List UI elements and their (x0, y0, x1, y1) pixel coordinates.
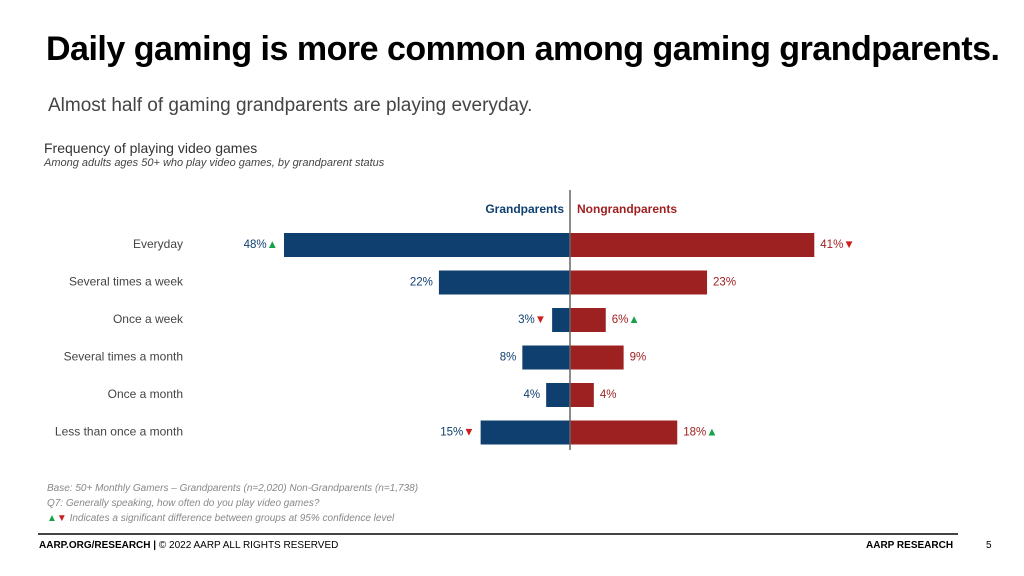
bar-nongrandparents (570, 383, 594, 407)
data-label-grandparents-value: 48% (244, 239, 267, 251)
data-label-grandparents-value: 8% (500, 352, 517, 364)
bar-nongrandparents (570, 345, 624, 370)
category-label: Once a month (108, 387, 183, 401)
bar-nongrandparents (570, 420, 678, 445)
data-label-grandparents-value: 3% (518, 314, 535, 326)
up-arrow-icon: ▲ (47, 513, 57, 524)
data-label-grandparents-value: 22% (410, 277, 433, 289)
category-label: Several times a month (64, 350, 183, 364)
bar-grandparents (522, 345, 570, 370)
legend-grandparents: Grandparents (485, 202, 564, 216)
chart-subtitle: Among adults ages 50+ who play video gam… (44, 157, 385, 169)
legend-nongrandparents: Nongrandparents (577, 202, 677, 216)
data-label-grandparents-value: 15% (440, 427, 463, 439)
category-label: Several times a week (69, 275, 184, 289)
down-arrow-icon: ▼ (843, 239, 854, 251)
footer-link[interactable]: AARP.ORG/RESEARCH | (39, 540, 157, 551)
footer-copyright-text: © 2022 AARP ALL RIGHTS RESERVED (156, 540, 339, 551)
bar-grandparents (284, 233, 570, 257)
footer-copyright: AARP.ORG/RESEARCH | © 2022 AARP ALL RIGH… (39, 540, 338, 551)
category-label: Less than once a month (55, 425, 183, 439)
data-label-nongrandparents-value: 23% (713, 277, 736, 289)
page-title: Daily gaming is more common among gaming… (46, 30, 1000, 68)
data-label-nongrandparents-value: 18% (683, 427, 706, 439)
data-label-grandparents: 15%▼ (440, 427, 474, 439)
bar-grandparents (480, 420, 570, 445)
bar-nongrandparents (570, 270, 708, 295)
bar-grandparents (552, 308, 570, 332)
data-label-nongrandparents: 23% (713, 277, 736, 289)
footer-brand: AARP RESEARCH (866, 540, 954, 551)
data-label-nongrandparents: 4% (600, 389, 617, 401)
page-subtitle: Almost half of gaming grandparents are p… (48, 95, 533, 116)
chart-title: Frequency of playing video games (44, 140, 258, 156)
down-arrow-icon: ▼ (535, 314, 546, 326)
data-label-grandparents-value: 4% (524, 389, 541, 401)
bar-nongrandparents (570, 308, 606, 332)
data-label-nongrandparents: 6%▲ (612, 314, 640, 326)
data-label-nongrandparents-value: 6% (612, 314, 629, 326)
data-label-grandparents: 3%▼ (518, 314, 546, 326)
data-label-grandparents: 4% (524, 389, 541, 401)
data-label-nongrandparents-value: 4% (600, 389, 617, 401)
down-arrow-icon: ▼ (463, 427, 474, 439)
bar-grandparents (546, 383, 570, 407)
significance-note: ▲▼ Indicates a significant difference be… (47, 513, 394, 524)
data-label-nongrandparents: 41%▼ (820, 239, 854, 251)
page-number: 5 (986, 540, 992, 551)
base-note: Base: 50+ Monthly Gamers – Grandparents … (47, 483, 419, 494)
significance-text: Indicates a significant difference betwe… (66, 513, 395, 524)
data-label-nongrandparents-value: 9% (630, 352, 647, 364)
up-arrow-icon: ▲ (706, 427, 717, 439)
bar-nongrandparents (570, 233, 815, 257)
data-label-grandparents: 8% (500, 352, 517, 364)
footer-divider (38, 533, 958, 535)
data-label-nongrandparents: 9% (630, 352, 647, 364)
data-label-nongrandparents: 18%▲ (683, 427, 717, 439)
data-label-grandparents: 48%▲ (244, 239, 278, 251)
up-arrow-icon: ▲ (267, 239, 278, 251)
data-label-grandparents: 22% (410, 277, 433, 289)
category-label: Once a week (113, 312, 184, 326)
data-label-nongrandparents-value: 41% (820, 239, 843, 251)
up-arrow-icon: ▲ (628, 314, 639, 326)
bar-grandparents (438, 270, 570, 295)
question-note: Q7: Generally speaking, how often do you… (47, 498, 320, 509)
category-label: Everyday (133, 237, 183, 251)
down-arrow-icon: ▼ (56, 513, 67, 524)
